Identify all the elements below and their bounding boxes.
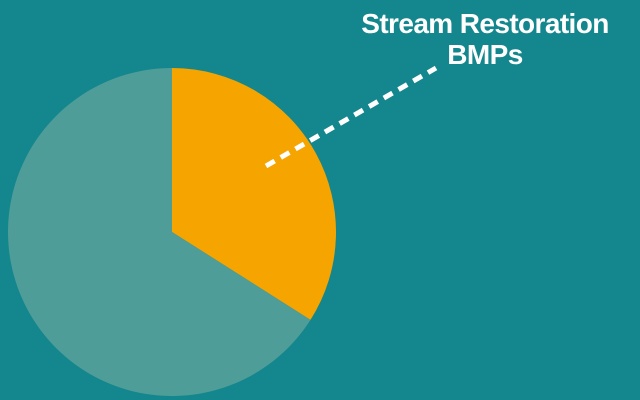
pie-slices — [7, 68, 336, 396]
pie-slice-other — [7, 68, 311, 396]
slice-annotation-label: Stream Restoration BMPs — [330, 8, 640, 70]
pie-slice-stream-restoration — [172, 68, 336, 320]
annotation-line-2: BMPs — [447, 39, 523, 70]
annotation-line-1: Stream Restoration — [361, 8, 609, 39]
